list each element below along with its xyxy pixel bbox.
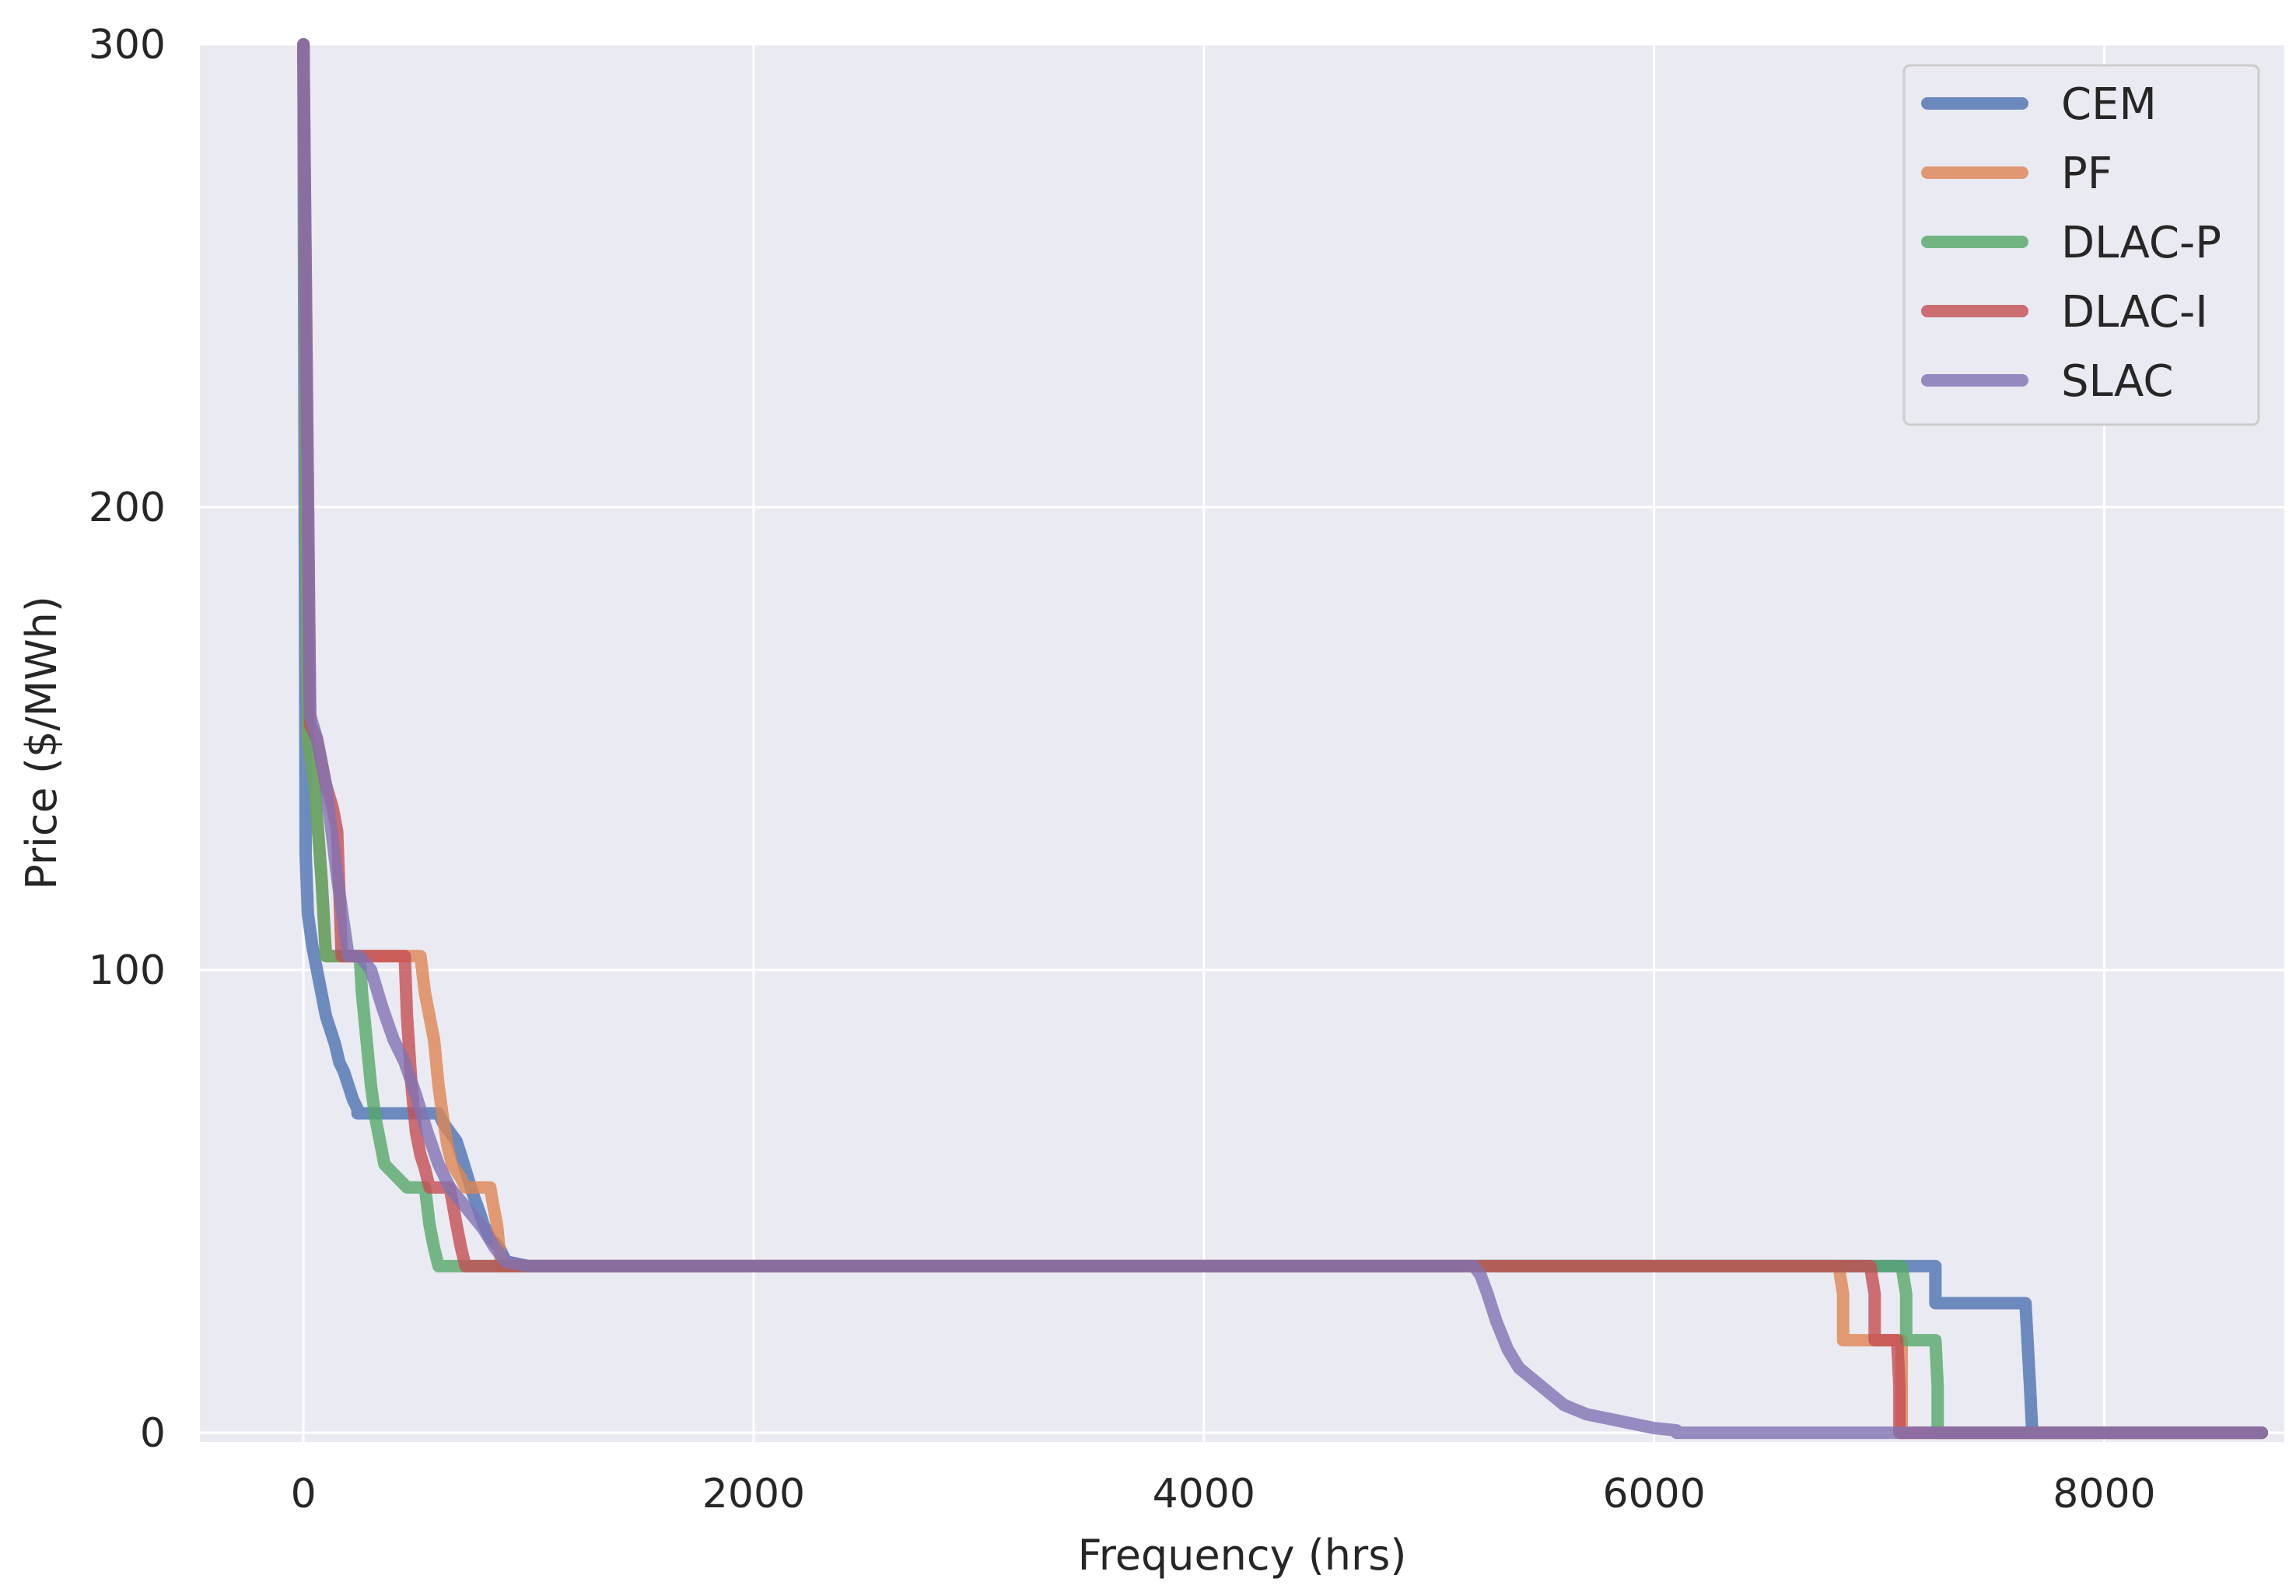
x-tick-label: 2000 (702, 1471, 805, 1517)
series-line-slac (297, 38, 2269, 1440)
x-tick-label: 8000 (2053, 1471, 2155, 1517)
x-tick-label: 0 (291, 1471, 317, 1517)
y-tick-label: 300 (89, 22, 166, 68)
x-tick-labels: 0 2000 4000 6000 8000 (291, 1471, 2156, 1517)
legend-label: PF (2061, 149, 2112, 199)
series-lines (297, 38, 2269, 1440)
y-tick-label: 0 (140, 1410, 166, 1457)
x-tick-label: 4000 (1153, 1471, 1255, 1517)
x-axis-label: Frequency (hrs) (1078, 1531, 1407, 1580)
legend-label: DLAC-P (2061, 218, 2221, 268)
legend-label: SLAC (2061, 356, 2173, 407)
y-axis-label: Price ($/MWh) (17, 596, 66, 890)
legend: CEM PF DLAC-P DLAC-I SLAC (1902, 64, 2260, 426)
y-tick-labels: 0 100 200 300 (89, 22, 166, 1457)
legend-label: CEM (2061, 79, 2157, 130)
x-tick-label: 6000 (1602, 1471, 1705, 1517)
legend-frame (1902, 64, 2260, 426)
y-tick-label: 200 (89, 485, 166, 531)
y-tick-label: 100 (89, 947, 166, 994)
legend-label: DLAC-I (2061, 287, 2208, 338)
